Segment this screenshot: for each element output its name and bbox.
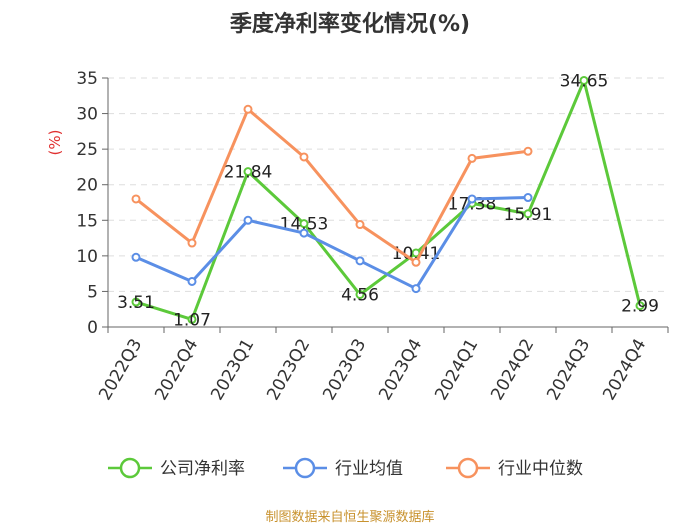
legend-label: 公司净利率 xyxy=(160,459,245,479)
data-point xyxy=(523,193,533,203)
y-tick-label: 35 xyxy=(76,69,98,89)
legend-label: 行业中位数 xyxy=(498,459,583,479)
data-label: 3.51 xyxy=(117,293,155,313)
data-point xyxy=(299,152,309,162)
data-label: 15.91 xyxy=(504,205,553,225)
series-line xyxy=(135,196,529,291)
data-point xyxy=(243,104,253,114)
y-tick-label: 25 xyxy=(76,140,98,160)
data-point xyxy=(579,75,589,85)
data-point xyxy=(355,256,365,266)
data-label: 10.41 xyxy=(392,244,441,264)
x-tick-label: 2022Q3 xyxy=(95,336,146,404)
x-tick-label: 2023Q2 xyxy=(263,336,314,404)
legend-marker xyxy=(294,457,316,479)
data-label: 4.56 xyxy=(341,286,379,306)
chart-title: 季度净利率变化情况(%) xyxy=(229,12,471,37)
data-point xyxy=(523,146,533,156)
y-tick-label: 0 xyxy=(87,318,98,338)
data-label: 34.65 xyxy=(560,71,609,91)
data-point xyxy=(187,276,197,286)
data-point xyxy=(131,252,141,262)
source-note: 制图数据来自恒生聚源数据库 xyxy=(265,510,435,525)
data-point xyxy=(243,167,253,177)
data-label: 1.07 xyxy=(173,310,211,330)
data-label: 2.99 xyxy=(621,297,659,317)
series-line xyxy=(135,107,529,264)
data-point xyxy=(635,301,645,311)
x-tick-label: 2023Q1 xyxy=(207,336,258,404)
data-point xyxy=(131,194,141,204)
x-tick-label: 2024Q4 xyxy=(599,336,650,404)
y-tick-label: 5 xyxy=(87,282,98,302)
data-point xyxy=(131,297,141,307)
y-tick-label: 15 xyxy=(76,211,98,231)
x-tick-label: 2023Q3 xyxy=(319,336,370,404)
data-point xyxy=(355,220,365,230)
data-point xyxy=(467,194,477,204)
data-point xyxy=(299,219,309,229)
data-point xyxy=(187,238,197,248)
x-tick-label: 2024Q2 xyxy=(487,336,538,404)
x-tick-label: 2023Q4 xyxy=(375,336,426,404)
y-tick-label: 10 xyxy=(76,247,98,267)
data-point xyxy=(411,257,421,267)
x-tick-label: 2024Q1 xyxy=(431,336,482,404)
data-point xyxy=(467,153,477,163)
y-axis-label: (%) xyxy=(46,130,64,156)
data-point xyxy=(411,284,421,294)
y-tick-label: 20 xyxy=(76,176,98,196)
legend-label: 行业均值 xyxy=(335,459,403,479)
legend-marker xyxy=(457,457,479,479)
data-point xyxy=(299,228,309,238)
x-tick-label: 2022Q4 xyxy=(151,336,202,404)
data-label: 21.84 xyxy=(224,163,273,183)
legend-marker xyxy=(119,457,141,479)
data-point xyxy=(355,290,365,300)
data-point xyxy=(243,215,253,225)
x-tick-label: 2024Q3 xyxy=(543,336,594,404)
data-point xyxy=(523,209,533,219)
y-tick-label: 30 xyxy=(76,105,98,125)
data-point xyxy=(187,314,197,324)
